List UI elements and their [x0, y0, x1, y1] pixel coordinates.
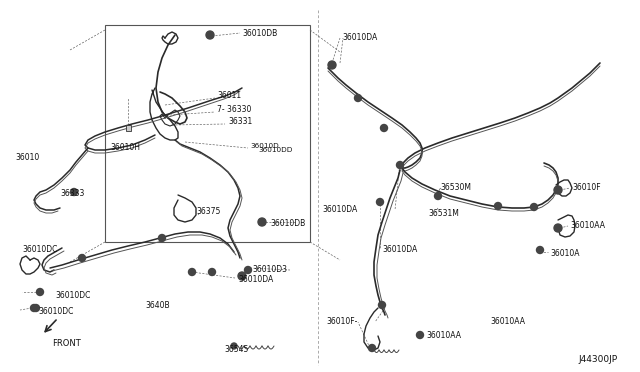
- Circle shape: [531, 203, 538, 211]
- Text: 36010DB: 36010DB: [270, 218, 305, 228]
- Circle shape: [536, 247, 543, 253]
- Circle shape: [33, 305, 40, 311]
- Circle shape: [206, 31, 214, 39]
- Text: 36010F: 36010F: [572, 183, 600, 192]
- Circle shape: [36, 289, 44, 295]
- Text: 7- 36330: 7- 36330: [217, 105, 252, 113]
- Circle shape: [376, 199, 383, 205]
- Text: 36531M: 36531M: [428, 209, 459, 218]
- Text: 36010DD: 36010DD: [258, 147, 292, 153]
- Circle shape: [381, 125, 387, 131]
- Circle shape: [79, 254, 86, 262]
- Text: 36530M: 36530M: [440, 183, 471, 192]
- Circle shape: [435, 192, 442, 199]
- Text: 36010DC: 36010DC: [55, 292, 90, 301]
- Text: 36010DA: 36010DA: [342, 33, 377, 42]
- Text: 36011: 36011: [217, 92, 241, 100]
- Text: 36010DA: 36010DA: [238, 275, 273, 283]
- Circle shape: [369, 344, 376, 352]
- Text: 36010DC: 36010DC: [22, 246, 58, 254]
- Circle shape: [328, 61, 336, 69]
- Circle shape: [417, 331, 424, 339]
- Bar: [125, 125, 131, 131]
- Circle shape: [159, 234, 166, 241]
- Circle shape: [554, 224, 562, 232]
- Text: 36010AA: 36010AA: [490, 317, 525, 327]
- Circle shape: [258, 218, 266, 226]
- Text: 36010DA: 36010DA: [322, 205, 357, 215]
- Text: 36010D: 36010D: [250, 143, 279, 149]
- Text: 36010DB: 36010DB: [242, 29, 277, 38]
- Text: 36545: 36545: [224, 344, 248, 353]
- Text: 36010DA: 36010DA: [382, 246, 417, 254]
- Circle shape: [495, 202, 502, 209]
- Circle shape: [231, 343, 237, 349]
- Circle shape: [209, 269, 216, 276]
- Circle shape: [70, 189, 77, 196]
- Text: 36333: 36333: [60, 189, 84, 198]
- Text: 36010DC: 36010DC: [38, 307, 74, 315]
- Circle shape: [244, 266, 252, 273]
- Circle shape: [378, 301, 385, 308]
- Circle shape: [397, 161, 403, 169]
- Text: 36010H: 36010H: [110, 144, 140, 153]
- Text: 3640B: 3640B: [145, 301, 170, 310]
- Text: 36010AA: 36010AA: [570, 221, 605, 231]
- Text: 36331: 36331: [228, 118, 252, 126]
- Text: 36010F-: 36010F-: [326, 317, 357, 327]
- Text: FRONT: FRONT: [52, 340, 81, 349]
- Circle shape: [355, 94, 362, 102]
- Bar: [105, 25, 310, 242]
- Text: 36010D3: 36010D3: [252, 266, 287, 275]
- Circle shape: [554, 186, 562, 194]
- Text: J44300JP: J44300JP: [579, 356, 618, 365]
- Text: 36010A: 36010A: [550, 250, 579, 259]
- Circle shape: [189, 269, 195, 276]
- Circle shape: [238, 272, 246, 280]
- Text: 36375: 36375: [196, 208, 220, 217]
- Text: 36010: 36010: [15, 154, 39, 163]
- Text: 36010AA: 36010AA: [426, 330, 461, 340]
- Circle shape: [31, 305, 38, 311]
